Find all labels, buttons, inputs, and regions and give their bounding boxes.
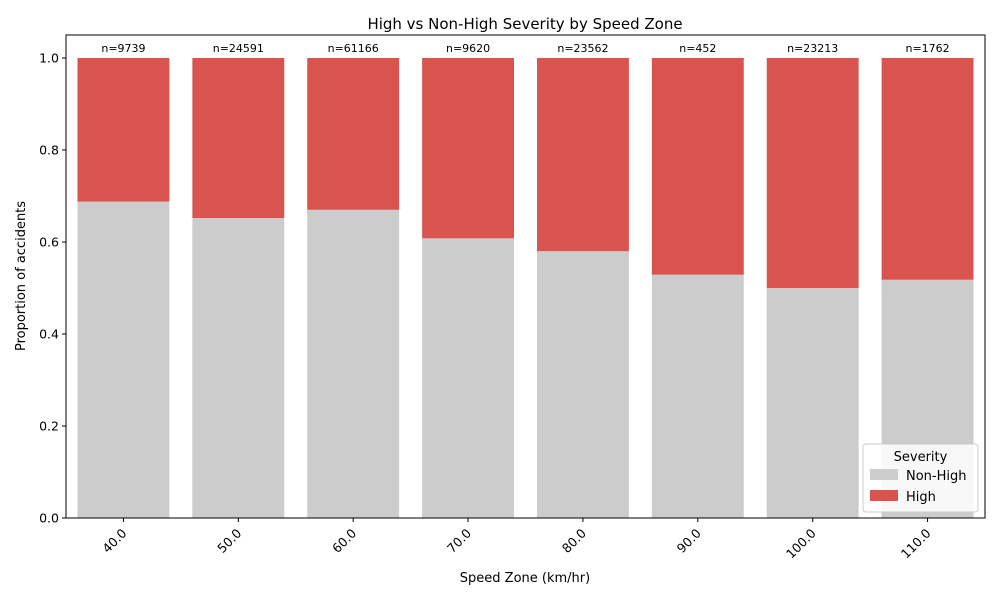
x-tick-label: 90.0: [674, 525, 704, 555]
x-tick-label: 70.0: [444, 525, 474, 555]
x-tick-label: 100.0: [783, 525, 819, 561]
bar-high-50.0: [192, 58, 285, 219]
count-label: n=61166: [328, 42, 379, 55]
x-tick-label: 80.0: [559, 525, 589, 555]
bar-non-high-60.0: [307, 209, 400, 519]
count-label: n=23213: [787, 42, 838, 55]
count-label: n=23562: [557, 42, 608, 55]
plot-area: n=9739 40.0 n=24591 50.0 n=61166 60.0 n=9620 70…: [39, 42, 974, 561]
legend-swatch-high: [870, 490, 898, 501]
bar-non-high-80.0: [536, 251, 629, 518]
bar-high-100.0: [766, 58, 859, 288]
legend: Severity Non-High High: [862, 443, 979, 513]
bar-high-90.0: [651, 58, 744, 275]
legend-label-high: High: [906, 490, 936, 505]
y-tick-label: 0.4: [39, 327, 59, 342]
bar-high-70.0: [422, 58, 515, 239]
x-tick-label: 110.0: [898, 525, 934, 561]
count-label: n=1762: [905, 42, 949, 55]
x-tick-label: 40.0: [99, 525, 129, 555]
count-label: n=9620: [446, 42, 490, 55]
y-tick-label: 0.8: [39, 143, 59, 158]
y-tick-label: 0.0: [39, 511, 59, 526]
y-tick-label: 0.2: [39, 419, 59, 434]
bar-non-high-90.0: [651, 274, 744, 518]
bar-non-high-40.0: [77, 201, 170, 518]
x-tick-label: 60.0: [329, 525, 359, 555]
count-label: n=9739: [101, 42, 145, 55]
bar-high-80.0: [536, 58, 629, 252]
legend-title: Severity: [894, 450, 948, 465]
legend-label-non-high: Non-High: [906, 469, 967, 484]
chart-title: High vs Non-High Severity by Speed Zone: [367, 15, 682, 33]
y-tick-label: 0.6: [39, 235, 59, 250]
x-axis-title: Speed Zone (km/hr): [460, 571, 590, 586]
plot-frame: [65, 34, 986, 519]
y-tick-label: 1.0: [39, 51, 59, 66]
y-axis-title: Proportion of accidents: [14, 201, 29, 351]
bar-non-high-100.0: [766, 288, 859, 518]
count-label: n=452: [679, 42, 716, 55]
count-label: n=24591: [213, 42, 264, 55]
bar-non-high-70.0: [422, 238, 515, 518]
bar-high-40.0: [77, 58, 170, 202]
x-tick-label: 50.0: [214, 525, 244, 555]
bar-high-110.0: [881, 58, 974, 280]
bar-non-high-50.0: [192, 218, 285, 518]
bar-high-60.0: [307, 58, 400, 210]
legend-swatch-non-high: [870, 469, 898, 480]
